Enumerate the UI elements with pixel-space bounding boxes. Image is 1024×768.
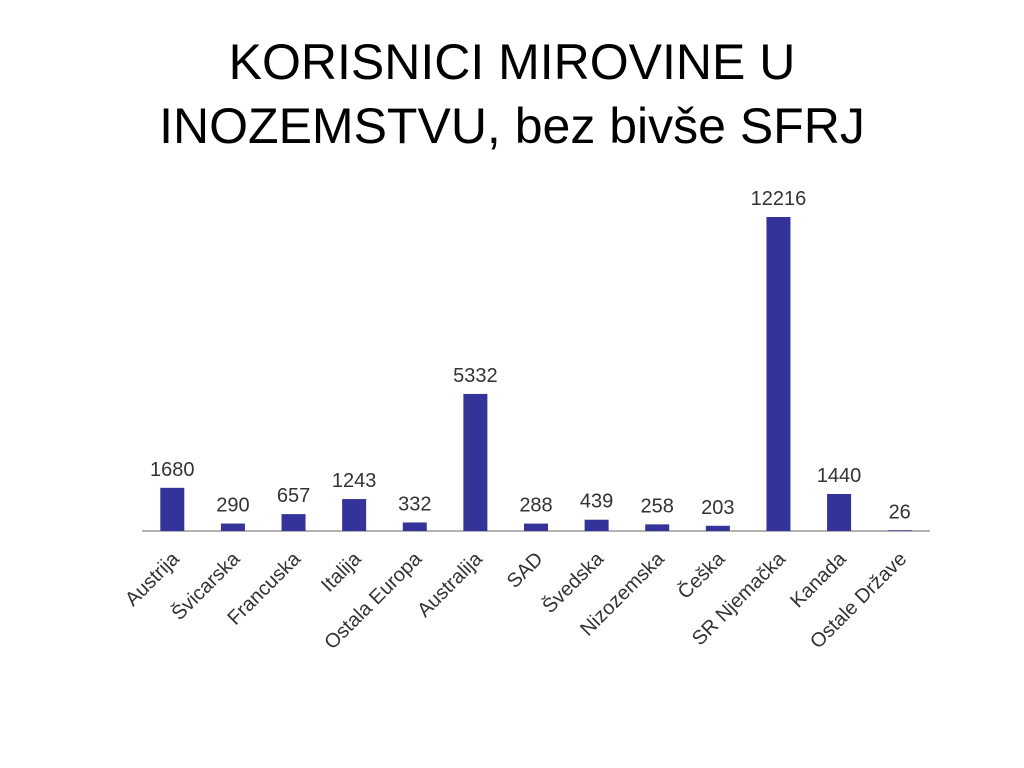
value-label: 1680 — [150, 459, 195, 481]
x-tick-label: Češka — [673, 547, 730, 604]
value-label: 288 — [519, 495, 552, 517]
bar — [281, 514, 306, 531]
bar — [584, 519, 609, 531]
value-label: 5332 — [453, 365, 498, 387]
bar — [463, 393, 488, 531]
value-label: 258 — [641, 495, 674, 517]
chart-title: KORISNICI MIROVINE U INOZEMSTVU, bez biv… — [159, 34, 865, 154]
bar — [220, 523, 245, 531]
x-tick-label: Australija — [413, 547, 487, 621]
value-label: 1440 — [817, 465, 862, 487]
bar — [705, 525, 730, 531]
bar — [766, 217, 791, 531]
value-label: 290 — [216, 495, 249, 517]
x-tick-label: Italija — [317, 547, 366, 596]
value-label: 26 — [889, 501, 911, 523]
value-label: 12216 — [751, 188, 807, 210]
value-label: 203 — [701, 497, 734, 519]
bar — [645, 524, 670, 531]
bar — [342, 499, 367, 531]
value-label: 1243 — [332, 470, 377, 492]
bar — [524, 523, 548, 531]
value-label: 439 — [580, 491, 613, 513]
x-tick-label: SAD — [503, 548, 548, 593]
value-label: 332 — [398, 493, 431, 515]
bar — [827, 493, 852, 531]
bar — [402, 522, 427, 531]
value-label: 657 — [277, 485, 310, 507]
bar — [887, 530, 912, 531]
bar — [160, 487, 185, 531]
